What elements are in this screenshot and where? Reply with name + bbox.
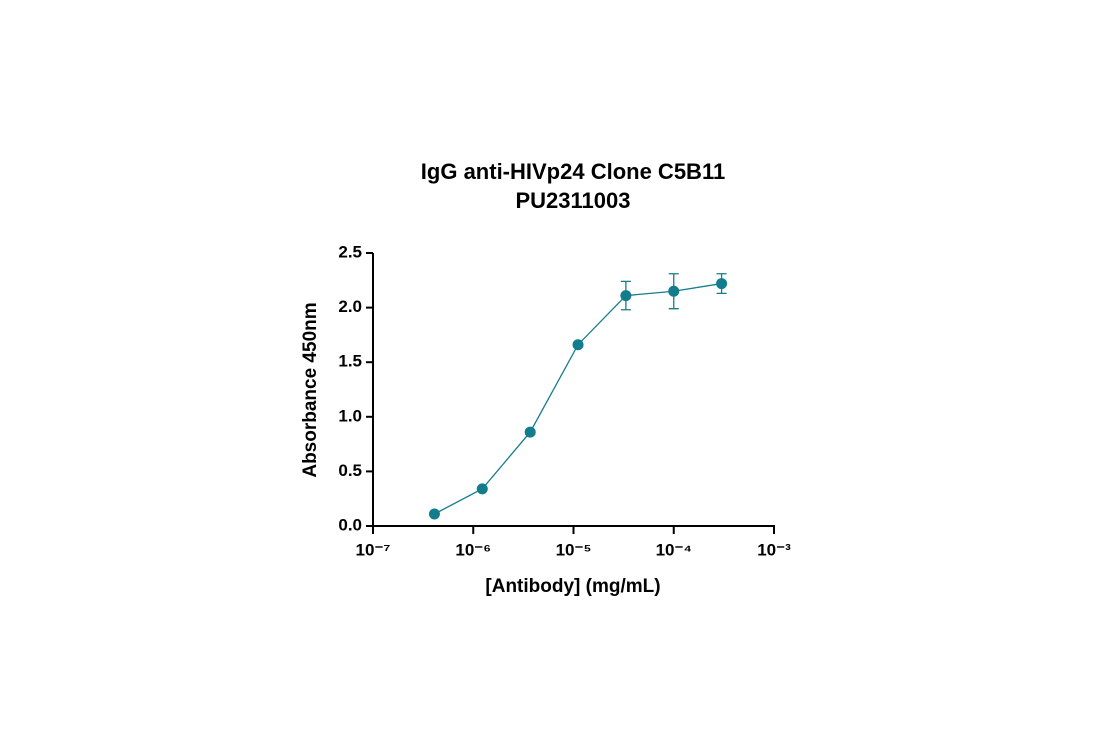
x-tick-label: 10⁻³	[757, 540, 791, 559]
x-tick-label: 10⁻⁵	[556, 540, 592, 559]
data-point	[716, 278, 728, 290]
y-tick-label: 0.5	[338, 461, 362, 480]
data-line	[434, 282, 722, 515]
y-tick-label: 2.0	[338, 297, 362, 316]
data-point	[668, 285, 680, 297]
data-point	[476, 483, 488, 495]
chart-subtitle: PU2311003	[516, 188, 631, 213]
y-tick-label: 0.0	[338, 515, 362, 534]
chart-title: IgG anti-HIVp24 Clone C5B11	[421, 159, 725, 184]
y-axis-label: Absorbance 450nm	[300, 302, 321, 477]
data-point	[524, 426, 536, 438]
data-point	[572, 339, 584, 351]
x-tick-label: 10⁻⁷	[356, 540, 391, 559]
x-tick-label: 10⁻⁴	[656, 540, 692, 559]
data-point	[428, 508, 440, 520]
y-tick-label: 1.0	[338, 406, 362, 425]
x-tick-label: 10⁻⁶	[455, 540, 491, 559]
data-point	[620, 290, 632, 302]
y-tick-label: 1.5	[338, 352, 362, 371]
y-tick-label: 2.5	[338, 242, 362, 261]
x-axis-label: [Antibody] (mg/mL)	[485, 576, 660, 597]
